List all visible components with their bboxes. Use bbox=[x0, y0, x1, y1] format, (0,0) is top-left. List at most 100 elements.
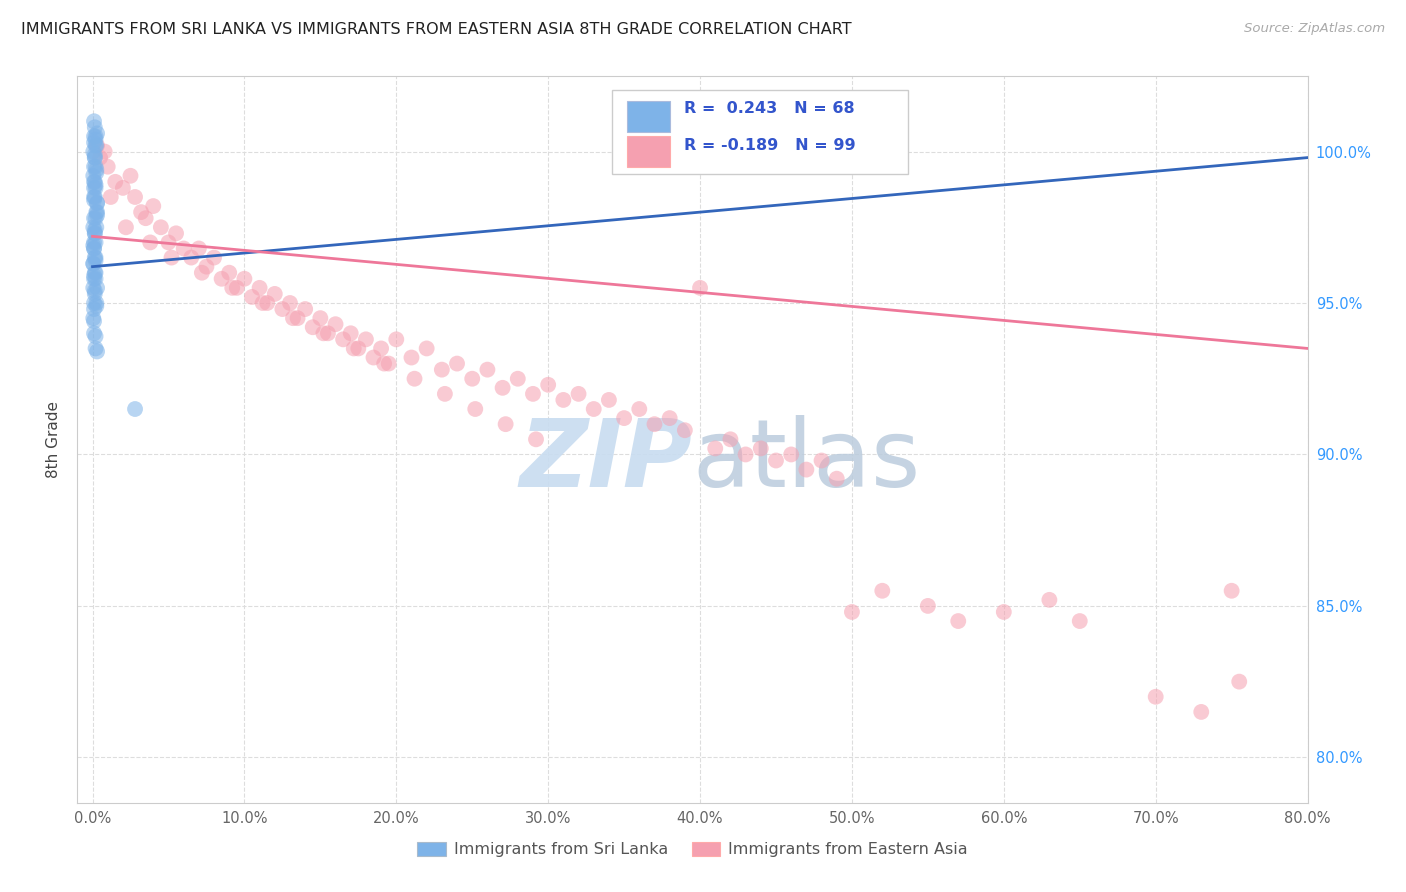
Point bbox=[749, 442, 772, 456]
Point bbox=[115, 220, 138, 235]
Point bbox=[86, 138, 108, 153]
Point bbox=[522, 387, 544, 401]
Point bbox=[401, 351, 423, 365]
Point bbox=[82, 220, 104, 235]
Point bbox=[124, 402, 146, 417]
Point bbox=[491, 381, 513, 395]
Point bbox=[83, 242, 105, 256]
Point bbox=[841, 605, 863, 619]
Point bbox=[872, 583, 894, 598]
Point bbox=[83, 190, 105, 204]
Point bbox=[430, 362, 453, 376]
Point bbox=[325, 317, 347, 331]
Point bbox=[354, 332, 377, 346]
Point bbox=[83, 284, 105, 298]
Point bbox=[86, 208, 108, 222]
Point bbox=[82, 257, 104, 271]
Point bbox=[86, 205, 108, 219]
Point bbox=[129, 205, 152, 219]
Point bbox=[233, 272, 256, 286]
Point bbox=[948, 614, 970, 628]
Point bbox=[370, 342, 392, 356]
Point bbox=[83, 211, 105, 226]
Point bbox=[993, 605, 1015, 619]
Point bbox=[84, 272, 107, 286]
Point bbox=[86, 196, 108, 211]
Point bbox=[187, 242, 209, 256]
Point bbox=[1220, 583, 1243, 598]
Point bbox=[734, 447, 756, 461]
Point bbox=[84, 132, 107, 146]
Point bbox=[628, 402, 651, 417]
Point bbox=[263, 286, 285, 301]
Point bbox=[256, 296, 278, 310]
Point bbox=[825, 472, 848, 486]
Point bbox=[495, 417, 517, 432]
Point bbox=[86, 344, 108, 359]
Point bbox=[83, 147, 105, 161]
Point bbox=[82, 169, 104, 183]
Point bbox=[433, 387, 456, 401]
Point bbox=[83, 190, 105, 204]
Point bbox=[82, 281, 104, 295]
Point bbox=[83, 251, 105, 265]
Point bbox=[582, 402, 605, 417]
FancyBboxPatch shape bbox=[613, 90, 908, 174]
Point bbox=[83, 268, 105, 283]
Point bbox=[218, 266, 240, 280]
Point bbox=[83, 227, 105, 241]
Point bbox=[598, 392, 620, 407]
Point bbox=[83, 235, 105, 250]
Point bbox=[86, 205, 108, 219]
Point bbox=[104, 175, 127, 189]
Point bbox=[84, 266, 107, 280]
Point bbox=[83, 326, 105, 341]
Point bbox=[160, 251, 183, 265]
Point bbox=[83, 314, 105, 328]
Point bbox=[385, 332, 408, 346]
Point bbox=[377, 357, 399, 371]
Point bbox=[83, 223, 105, 237]
Point bbox=[252, 296, 274, 310]
Point bbox=[796, 462, 818, 476]
Text: Source: ZipAtlas.com: Source: ZipAtlas.com bbox=[1244, 22, 1385, 36]
FancyBboxPatch shape bbox=[627, 102, 671, 132]
Point bbox=[83, 114, 105, 128]
Point bbox=[83, 227, 105, 241]
Point bbox=[84, 329, 107, 343]
Point bbox=[202, 251, 225, 265]
Point bbox=[83, 266, 105, 280]
Point bbox=[84, 160, 107, 174]
Point bbox=[287, 311, 309, 326]
Point bbox=[363, 351, 385, 365]
Text: ZIP: ZIP bbox=[520, 415, 693, 508]
Point bbox=[86, 127, 108, 141]
Point bbox=[553, 392, 575, 407]
Point bbox=[83, 242, 105, 256]
Point bbox=[404, 372, 426, 386]
Point bbox=[643, 417, 665, 432]
Text: R = -0.189   N = 99: R = -0.189 N = 99 bbox=[683, 137, 855, 153]
Point bbox=[180, 251, 202, 265]
Point bbox=[567, 387, 589, 401]
Point bbox=[658, 411, 681, 425]
Point bbox=[191, 266, 214, 280]
Point bbox=[124, 190, 146, 204]
Text: atlas: atlas bbox=[693, 415, 921, 508]
Point bbox=[84, 342, 107, 356]
Point bbox=[689, 281, 711, 295]
Point bbox=[281, 311, 304, 326]
Point bbox=[240, 290, 263, 304]
Point bbox=[86, 299, 108, 313]
Point bbox=[165, 227, 187, 241]
Point bbox=[97, 160, 120, 174]
Point bbox=[86, 281, 108, 295]
Point bbox=[84, 253, 107, 268]
Point bbox=[157, 235, 180, 250]
Point bbox=[1038, 592, 1060, 607]
Point bbox=[810, 453, 832, 467]
Point bbox=[83, 301, 105, 316]
Point bbox=[461, 372, 484, 386]
Point bbox=[84, 235, 107, 250]
Point bbox=[84, 181, 107, 195]
